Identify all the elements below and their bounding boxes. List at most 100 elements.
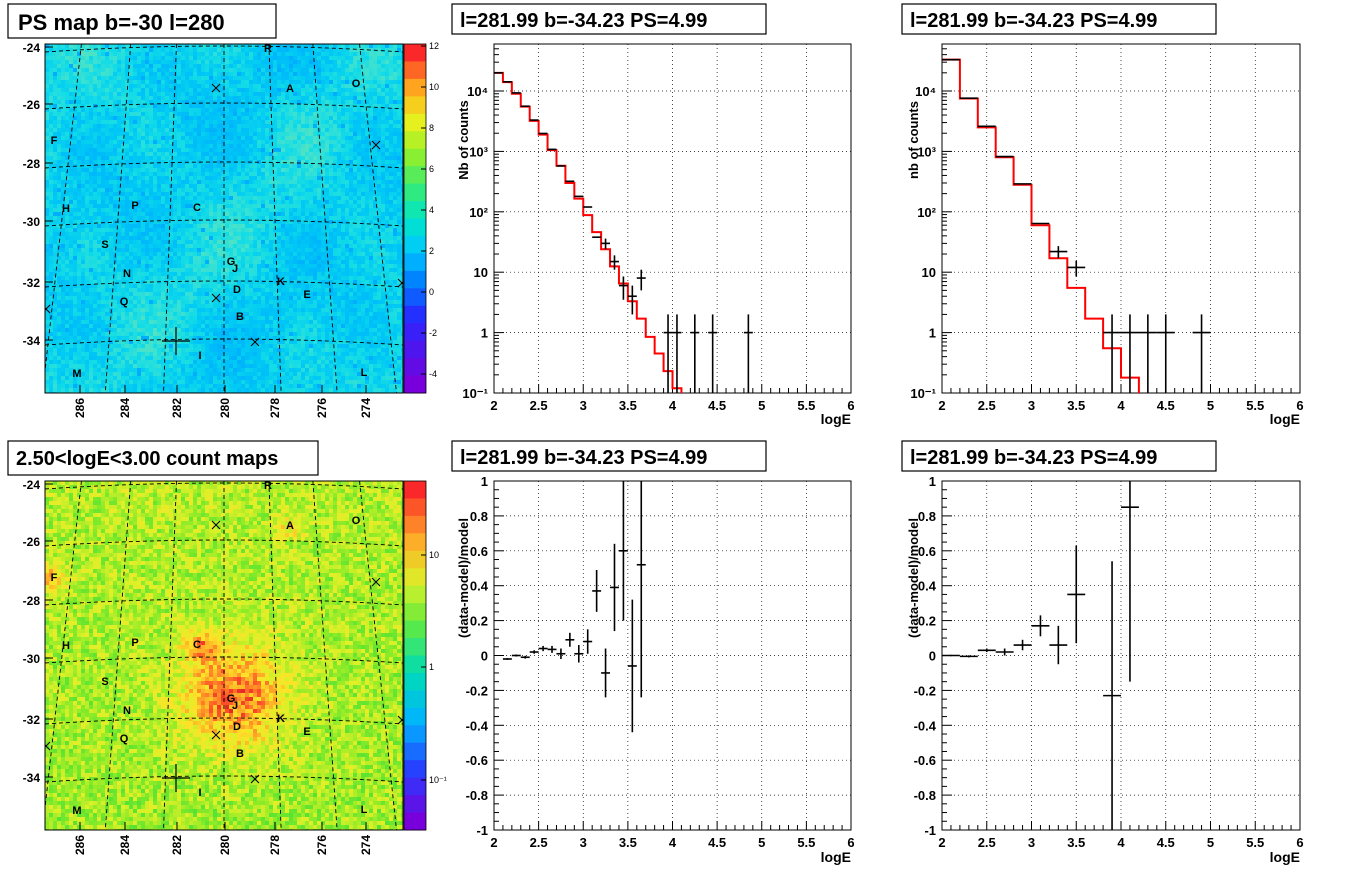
map-pixel xyxy=(277,212,281,216)
map-pixel xyxy=(385,184,389,188)
map-pixel xyxy=(177,200,181,204)
map-pixel xyxy=(361,256,365,260)
map-pixel xyxy=(201,108,205,112)
map-pixel xyxy=(89,204,93,208)
map-pixel xyxy=(285,144,289,148)
map-pixel xyxy=(93,144,97,148)
map-pixel xyxy=(213,248,217,252)
map-pixel xyxy=(293,228,297,232)
map-pixel xyxy=(137,112,141,116)
map-pixel xyxy=(369,124,373,128)
map-pixel xyxy=(377,144,381,148)
map-pixel xyxy=(269,200,273,204)
map-pixel xyxy=(77,76,81,80)
map-pixel xyxy=(229,172,233,176)
map-pixel xyxy=(105,72,109,76)
map-pixel xyxy=(57,160,61,164)
map-pixel xyxy=(249,92,253,96)
map-pixel xyxy=(69,156,73,160)
map-pixel xyxy=(289,124,293,128)
map-pixel xyxy=(225,228,229,232)
map-pixel xyxy=(385,148,389,152)
map-pixel xyxy=(193,240,197,244)
map-pixel xyxy=(309,144,313,148)
map-pixel xyxy=(137,236,141,240)
map-pixel xyxy=(121,160,125,164)
map-pixel xyxy=(397,176,401,180)
map-pixel xyxy=(221,52,225,56)
map-pixel xyxy=(297,220,301,224)
map-pixel xyxy=(177,228,181,232)
map-pixel xyxy=(81,96,85,100)
map-pixel xyxy=(237,252,241,256)
map-pixel xyxy=(229,164,233,168)
map-pixel xyxy=(217,144,221,148)
map-pixel xyxy=(401,260,403,264)
map-pixel xyxy=(349,48,353,52)
map-pixel xyxy=(209,264,213,268)
map-pixel xyxy=(177,180,181,184)
map-pixel xyxy=(297,100,301,104)
map-pixel xyxy=(189,132,193,136)
map-pixel xyxy=(357,56,361,60)
map-pixel xyxy=(229,244,233,248)
map-pixel xyxy=(377,152,381,156)
map-pixel xyxy=(169,160,173,164)
map-pixel xyxy=(101,204,105,208)
map-pixel xyxy=(225,132,229,136)
map-pixel xyxy=(281,216,285,220)
map-pixel xyxy=(77,180,81,184)
map-pixel xyxy=(237,120,241,124)
map-pixel xyxy=(145,208,149,212)
map-pixel xyxy=(165,56,169,60)
map-pixel xyxy=(393,48,397,52)
map-pixel xyxy=(169,180,173,184)
map-pixel xyxy=(153,164,157,168)
map-pixel xyxy=(265,228,269,232)
map-pixel xyxy=(325,96,329,100)
map-pixel xyxy=(341,120,345,124)
map-pixel xyxy=(357,228,361,232)
map-pixel xyxy=(309,252,313,256)
map-pixel xyxy=(61,76,65,80)
map-pixel xyxy=(281,156,285,160)
map-pixel xyxy=(177,240,181,244)
map-pixel xyxy=(165,44,169,48)
map-pixel xyxy=(129,260,133,264)
map-pixel xyxy=(261,72,265,76)
map-pixel xyxy=(265,152,269,156)
map-pixel xyxy=(77,160,81,164)
map-pixel xyxy=(153,100,157,104)
map-pixel xyxy=(133,64,137,68)
map-pixel xyxy=(93,76,97,80)
map-pixel xyxy=(273,188,277,192)
map-pixel xyxy=(257,76,261,80)
map-pixel xyxy=(285,80,289,84)
map-pixel xyxy=(53,192,57,196)
map-pixel xyxy=(277,136,281,140)
map-pixel xyxy=(193,92,197,96)
map-pixel xyxy=(245,68,249,72)
map-pixel xyxy=(169,68,173,72)
map-pixel xyxy=(229,184,233,188)
map-pixel xyxy=(277,156,281,160)
map-pixel xyxy=(361,176,365,180)
map-pixel xyxy=(153,112,157,116)
map-pixel xyxy=(341,56,345,60)
map-pixel xyxy=(301,148,305,152)
map-pixel xyxy=(109,168,113,172)
map-pixel xyxy=(229,132,233,136)
map-pixel xyxy=(337,184,341,188)
map-pixel xyxy=(197,60,201,64)
map-pixel xyxy=(177,232,181,236)
map-pixel xyxy=(213,232,217,236)
map-pixel xyxy=(385,120,389,124)
map-pixel xyxy=(305,196,309,200)
map-pixel xyxy=(113,228,117,232)
map-pixel xyxy=(209,56,213,60)
map-pixel xyxy=(293,140,297,144)
map-pixel xyxy=(189,100,193,104)
map-pixel xyxy=(265,148,269,152)
map-pixel xyxy=(309,116,313,120)
map-pixel xyxy=(189,84,193,88)
